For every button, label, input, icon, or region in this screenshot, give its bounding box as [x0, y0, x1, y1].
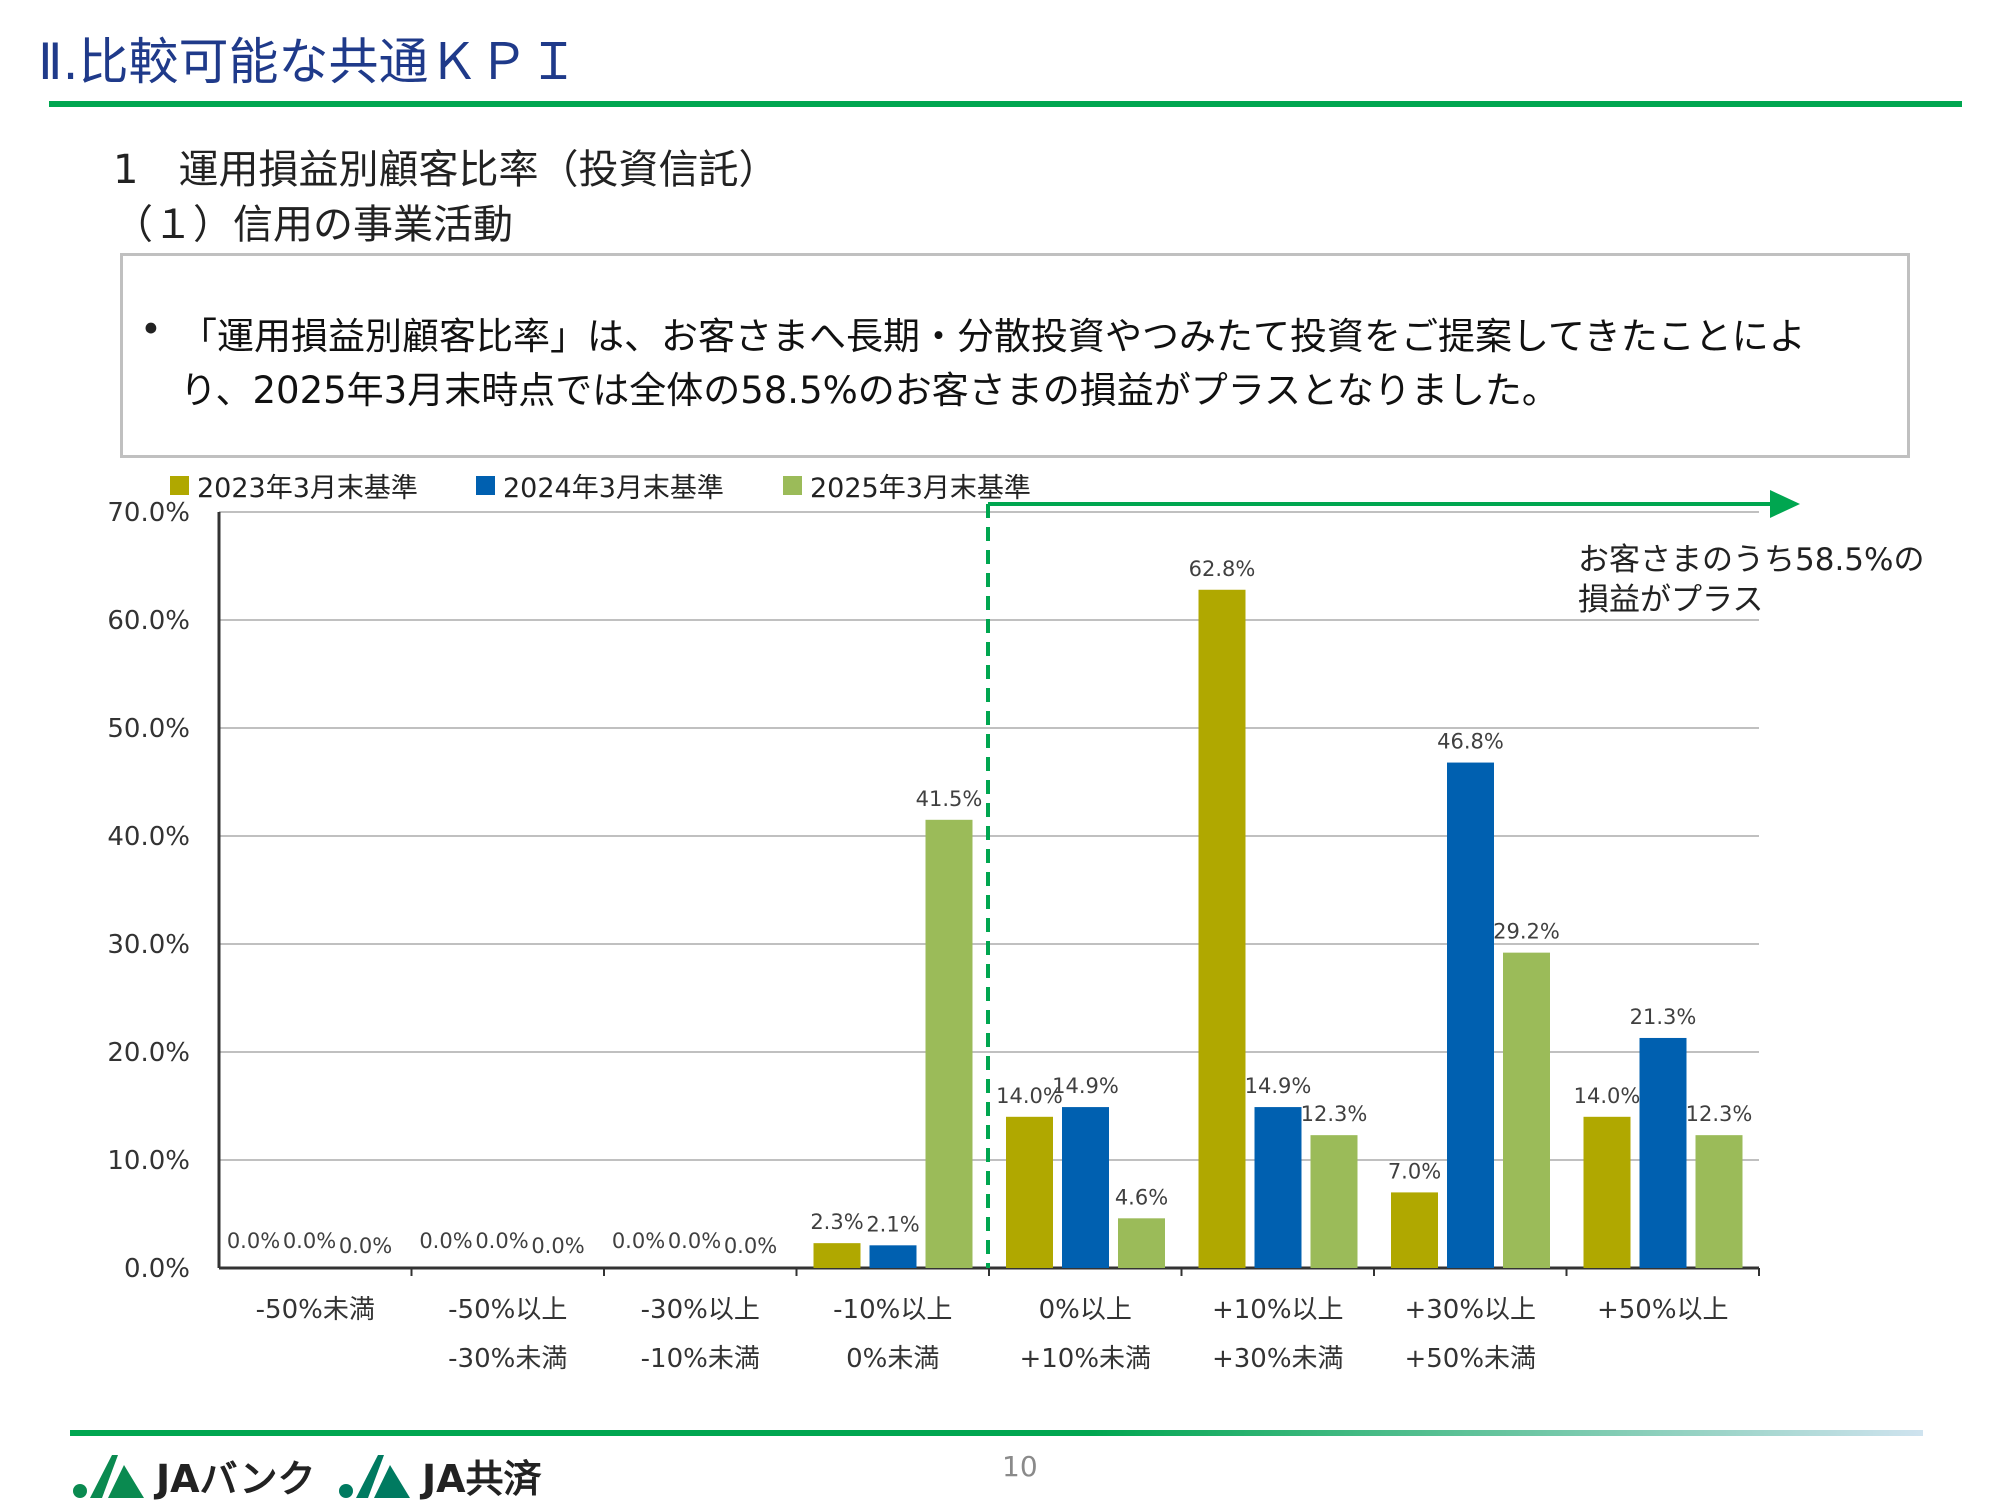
data-label: 2.3%: [810, 1210, 863, 1234]
x-tick-label: +30%未満: [1212, 1344, 1344, 1374]
bar-0-6: [1391, 1192, 1438, 1268]
section-heading: 1 運用損益別顧客比率（投資信託）: [113, 147, 779, 193]
data-label: 12.3%: [1301, 1102, 1368, 1126]
bar-2-7: [1695, 1135, 1743, 1268]
data-label: 21.3%: [1630, 1005, 1697, 1029]
ja-bank-logo: JAバンク: [72, 1448, 315, 1503]
x-tick-label: -10%未満: [641, 1344, 760, 1374]
data-label: 14.9%: [1052, 1074, 1119, 1098]
summary-line-2: り、2025年3月末時点では全体の58.5%のお客さまの損益がプラスとなりました…: [180, 369, 1559, 412]
y-tick-label: 10.0%: [107, 1146, 190, 1176]
data-label: 0.0%: [475, 1229, 528, 1253]
data-label: 0.0%: [227, 1229, 280, 1253]
bar-2-4: [1118, 1218, 1165, 1268]
data-label: 29.2%: [1493, 920, 1560, 944]
bar-0-4: [1006, 1116, 1053, 1268]
legend-swatch: [783, 476, 802, 495]
data-label: 0.0%: [531, 1234, 584, 1258]
x-tick-label: 0%以上: [1039, 1295, 1132, 1325]
y-tick-label: 0.0%: [124, 1254, 190, 1284]
x-tick-label: +30%以上: [1404, 1295, 1536, 1325]
legend-label: 2024年3月末基準: [503, 473, 724, 504]
x-tick-label: +50%未満: [1404, 1344, 1536, 1374]
bar-2-6: [1503, 952, 1550, 1268]
bar-0-5: [1198, 589, 1246, 1268]
ja-mark-icon: [73, 1454, 144, 1498]
data-label: 62.8%: [1189, 557, 1256, 581]
bullet-marker: •: [140, 308, 162, 351]
legend-swatch: [170, 476, 189, 495]
data-label: 2.1%: [866, 1212, 919, 1236]
x-tick-label: -30%未満: [448, 1344, 567, 1374]
bar-1-6: [1447, 762, 1494, 1268]
bar-2-3: [925, 819, 973, 1268]
data-label: 0.0%: [724, 1234, 777, 1258]
data-label: 4.6%: [1115, 1185, 1168, 1209]
bar-1-3: [869, 1245, 917, 1268]
data-label: 14.0%: [996, 1084, 1063, 1108]
y-tick-label: 30.0%: [107, 930, 190, 960]
data-label: 41.5%: [916, 787, 983, 811]
section-subheading: （１）信用の事業活動: [113, 202, 513, 248]
legend-item-2024: 2024年3月末基準: [476, 466, 724, 505]
x-tick-label: -50%未満: [256, 1295, 375, 1325]
summary-line-1: 「運用損益別顧客比率」は、お客さまへ長期・分散投資やつみたて投資をご提案してきた…: [180, 315, 1806, 358]
footer-divider: [70, 1430, 1923, 1436]
annotation-line-1: お客さまのうち58.5%の: [1578, 542, 1925, 578]
data-label: 12.3%: [1686, 1102, 1753, 1126]
bar-chart: 0.0% 10.0% 20.0% 30.0% 40.0% 50.0% 60.0% 70.0% -…: [107, 490, 1800, 1374]
ja-mark-icon: [339, 1454, 410, 1498]
legend-swatch: [476, 476, 495, 495]
ja-kyosai-logo: JA共済: [338, 1448, 542, 1503]
bar-2-5: [1310, 1135, 1358, 1268]
bar-0-3: [813, 1243, 861, 1268]
x-tick-label: +10%以上: [1212, 1295, 1344, 1325]
data-label: 14.9%: [1245, 1074, 1312, 1098]
title-divider: [49, 101, 1962, 107]
page-number: 10: [1002, 1450, 1038, 1483]
x-tick-label: -10%以上: [833, 1295, 952, 1325]
legend-label: 2023年3月末基準: [197, 473, 418, 504]
legend-item-2023: 2023年3月末基準: [170, 466, 418, 505]
x-tick-label: 0%未満: [846, 1344, 939, 1374]
x-tick-label: +50%以上: [1597, 1295, 1729, 1325]
bar-1-5: [1254, 1107, 1302, 1268]
y-tick-label: 40.0%: [107, 822, 190, 852]
ja-bank-text: JAバンク: [156, 1457, 316, 1501]
y-tick-label: 20.0%: [107, 1038, 190, 1068]
bar-0-7: [1583, 1116, 1631, 1268]
plus-annotation: お客さまのうち58.5%の 損益がプラス: [1578, 540, 1924, 620]
legend-item-2025: 2025年3月末基準: [783, 466, 1031, 505]
data-label: 0.0%: [612, 1229, 665, 1253]
x-tick-label: -50%以上: [448, 1295, 567, 1325]
bar-1-7: [1639, 1037, 1687, 1268]
data-label: 14.0%: [1574, 1084, 1641, 1108]
arrowhead-icon: [1770, 490, 1800, 518]
x-tick-label: -30%以上: [641, 1295, 760, 1325]
y-tick-label: 60.0%: [107, 606, 190, 636]
data-label: 7.0%: [1388, 1159, 1441, 1183]
data-label: 0.0%: [283, 1229, 336, 1253]
ja-kyosai-text: JA共済: [422, 1457, 542, 1501]
x-tick-label: +10%未満: [1019, 1344, 1151, 1374]
data-label: 46.8%: [1437, 730, 1504, 754]
summary-box: [120, 253, 1910, 458]
page-title: Ⅱ.比較可能な共通ＫＰＩ: [38, 33, 579, 91]
data-label: 0.0%: [339, 1234, 392, 1258]
bar-1-4: [1062, 1107, 1109, 1268]
y-tick-label: 50.0%: [107, 714, 190, 744]
legend-label: 2025年3月末基準: [810, 473, 1031, 504]
data-label: 0.0%: [668, 1229, 721, 1253]
data-label: 0.0%: [419, 1229, 472, 1253]
y-tick-label: 70.0%: [107, 498, 190, 528]
annotation-line-2: 損益がプラス: [1578, 582, 1764, 618]
